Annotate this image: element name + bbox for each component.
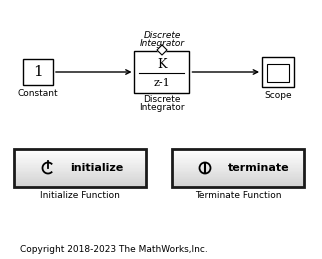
Text: Initialize Function: Initialize Function — [40, 191, 120, 200]
Text: Discrete: Discrete — [143, 96, 181, 104]
Bar — [14, 173, 146, 175]
FancyBboxPatch shape — [267, 64, 289, 82]
Bar — [14, 152, 146, 153]
Text: Constant: Constant — [18, 90, 58, 98]
Bar — [172, 182, 304, 184]
Bar — [14, 150, 146, 152]
Bar — [14, 181, 146, 182]
Bar — [14, 186, 146, 188]
Bar — [172, 166, 304, 167]
Bar — [14, 157, 146, 158]
Bar — [172, 149, 304, 151]
Bar — [14, 184, 146, 186]
Bar — [172, 173, 304, 175]
Bar — [172, 150, 304, 152]
Bar — [14, 160, 146, 162]
Bar — [172, 177, 304, 179]
Bar — [172, 155, 304, 157]
Bar — [172, 158, 304, 160]
Bar — [172, 172, 304, 174]
Bar — [172, 163, 304, 165]
Bar — [172, 168, 304, 170]
Text: Discrete: Discrete — [143, 32, 181, 40]
Text: terminate: terminate — [228, 163, 289, 173]
Bar — [172, 184, 304, 186]
Text: Terminate Function: Terminate Function — [195, 191, 281, 200]
FancyBboxPatch shape — [135, 51, 190, 93]
Bar — [14, 178, 146, 180]
Bar — [172, 186, 304, 188]
Bar — [172, 162, 304, 163]
Bar — [14, 183, 146, 185]
Text: Copyright 2018-2023 The MathWorks,Inc.: Copyright 2018-2023 The MathWorks,Inc. — [20, 246, 208, 255]
Text: 1: 1 — [33, 65, 43, 79]
Bar — [14, 182, 146, 184]
Bar — [14, 167, 146, 169]
Text: initialize: initialize — [70, 163, 123, 173]
Text: Integrator: Integrator — [139, 103, 185, 112]
Bar — [14, 169, 146, 171]
Text: K: K — [157, 59, 167, 71]
Bar — [14, 174, 146, 176]
Text: z-1: z-1 — [154, 78, 170, 88]
Bar — [14, 164, 146, 166]
Bar — [172, 183, 304, 185]
Bar — [172, 181, 304, 182]
Bar — [172, 170, 304, 172]
FancyBboxPatch shape — [262, 57, 294, 87]
Bar — [172, 154, 304, 156]
Bar — [14, 159, 146, 161]
Bar — [14, 170, 146, 172]
FancyBboxPatch shape — [23, 59, 53, 85]
Bar — [172, 157, 304, 158]
Bar — [172, 169, 304, 171]
Bar — [172, 167, 304, 169]
Bar — [14, 179, 146, 181]
Bar — [172, 153, 304, 155]
Bar — [172, 179, 304, 181]
Bar — [172, 164, 304, 166]
Polygon shape — [157, 45, 167, 55]
Bar — [172, 152, 304, 153]
Bar — [14, 166, 146, 167]
Bar — [14, 149, 146, 151]
Bar — [14, 162, 146, 163]
Bar — [172, 174, 304, 176]
Bar — [14, 158, 146, 160]
Bar — [14, 176, 146, 177]
Bar — [172, 160, 304, 162]
Bar — [14, 153, 146, 155]
Bar — [14, 172, 146, 174]
Text: Integrator: Integrator — [139, 40, 185, 48]
Bar — [172, 176, 304, 177]
Bar — [14, 163, 146, 165]
Bar — [14, 155, 146, 157]
Bar — [14, 168, 146, 170]
Bar — [14, 177, 146, 179]
Bar — [172, 178, 304, 180]
Text: Scope: Scope — [264, 91, 292, 100]
Bar — [172, 159, 304, 161]
Bar — [14, 154, 146, 156]
